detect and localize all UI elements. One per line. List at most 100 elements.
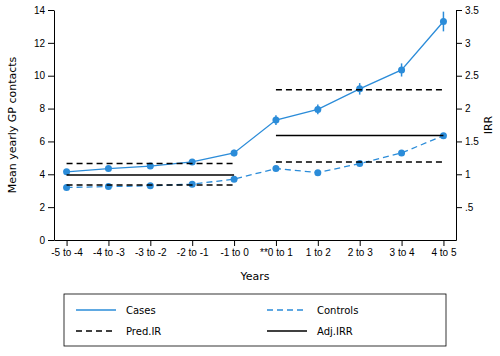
axis-line [456, 11, 457, 241]
tick-mark [456, 76, 462, 77]
tick: -5 to -4 [51, 240, 83, 258]
tick: 14 [34, 5, 54, 16]
line [67, 22, 444, 172]
tick: 3.5 [456, 5, 479, 16]
tick-label: 1 to 2 [306, 247, 331, 258]
marker [314, 106, 321, 113]
marker [105, 183, 112, 190]
tick-mark [48, 43, 54, 44]
legend-label: Controls [317, 305, 358, 316]
tick: 12 [34, 38, 54, 49]
marker [231, 149, 238, 156]
tick-label: -2 to -1 [177, 247, 209, 258]
tick-mark [456, 10, 462, 11]
tick-mark [48, 109, 54, 110]
level-line [276, 135, 444, 137]
legend-label: Pred.IR [126, 326, 161, 337]
tick: 1.5 [456, 136, 479, 147]
legend-label: Cases [126, 305, 156, 316]
x-axis: -5 to -4 -4 to -3 -3 to -2 -2 to -1 -1 to 0 *… [51, 240, 457, 258]
tick: 8 [39, 103, 54, 114]
marker [231, 176, 238, 183]
series [63, 12, 447, 176]
marker [398, 66, 405, 73]
tick-mark [67, 240, 68, 246]
tick-label: 1 [465, 169, 471, 180]
axis-line [54, 11, 55, 241]
tick-label: 6 [39, 136, 45, 147]
level-line [67, 163, 235, 165]
tick: 10 [34, 70, 54, 81]
marker [398, 149, 405, 156]
legend-swatch [267, 330, 307, 332]
tick: **0 to 1 [260, 240, 293, 258]
legend-box [64, 294, 446, 346]
chart: -5 to -4 -4 to -3 -3 to -2 -2 to -1 -1 to 0 *… [0, 0, 500, 356]
marker [356, 160, 363, 167]
tick-label: 10 [34, 70, 46, 81]
legend-swatch [76, 330, 116, 332]
tick-mark [456, 207, 462, 208]
level-line [276, 161, 444, 163]
tick-label: 3 [465, 38, 471, 49]
tick-mark [150, 240, 151, 246]
tick: 4 [39, 169, 54, 180]
level-line [276, 89, 444, 91]
tick-label: -3 to -2 [135, 247, 167, 258]
tick-label: 4 to 5 [431, 247, 456, 258]
tick-label: 2 to 3 [348, 247, 373, 258]
tick: 0 [39, 235, 54, 246]
y-axis-title: Mean yearly GP contacts [6, 56, 19, 193]
marker [356, 85, 363, 92]
tick: 3 to 4 [390, 240, 415, 258]
tick-label: **0 to 1 [260, 247, 293, 258]
tick: 6 [39, 136, 54, 147]
tick: 2 [456, 103, 471, 114]
y2-axis: .5 1 1.5 2 2.5 3 3.5 [456, 5, 479, 241]
tick-label: 2 [39, 202, 45, 213]
tick: .5 [456, 202, 474, 213]
tick-mark [360, 240, 361, 246]
legend: Cases Controls Pred.IR Adj.IRR [64, 294, 446, 346]
marker [147, 182, 154, 189]
legend-swatch [267, 309, 307, 311]
axis-line [55, 240, 457, 241]
series [63, 132, 447, 191]
marker [314, 169, 321, 176]
tick-label: 2.5 [465, 70, 479, 81]
tick-mark [456, 109, 462, 110]
tick-mark [48, 76, 54, 77]
legend-swatch [76, 309, 116, 311]
plot-area [63, 12, 447, 191]
tick-label: .5 [465, 202, 474, 213]
tick-mark [456, 43, 462, 44]
tick: -2 to -1 [177, 240, 209, 258]
tick: 2.5 [456, 70, 479, 81]
marker [272, 165, 279, 172]
y-axis: 0 2 4 6 8 10 12 14 [34, 5, 55, 246]
tick-mark [443, 240, 444, 246]
tick-label: 8 [39, 103, 45, 114]
level-line [67, 174, 235, 176]
tick: 2 to 3 [348, 240, 373, 258]
tick: 2 [39, 202, 54, 213]
tick-mark [108, 240, 109, 246]
tick-mark [48, 141, 54, 142]
tick-label: 0 [39, 235, 45, 246]
tick-mark [456, 174, 462, 175]
tick-label: 4 [39, 169, 45, 180]
marker [189, 181, 196, 188]
y2-axis-title: IRR [482, 115, 495, 134]
marker [440, 18, 447, 25]
tick: -1 to 0 [220, 240, 249, 258]
tick: 4 to 5 [431, 240, 456, 258]
tick: -3 to -2 [135, 240, 167, 258]
tick: -4 to -3 [93, 240, 125, 258]
tick-label: -5 to -4 [51, 247, 83, 258]
tick: 3 [456, 38, 471, 49]
marker [272, 117, 279, 124]
tick-label: 1.5 [465, 136, 479, 147]
legend-label: Adj.IRR [317, 326, 353, 337]
tick-mark [48, 174, 54, 175]
series [67, 90, 444, 185]
